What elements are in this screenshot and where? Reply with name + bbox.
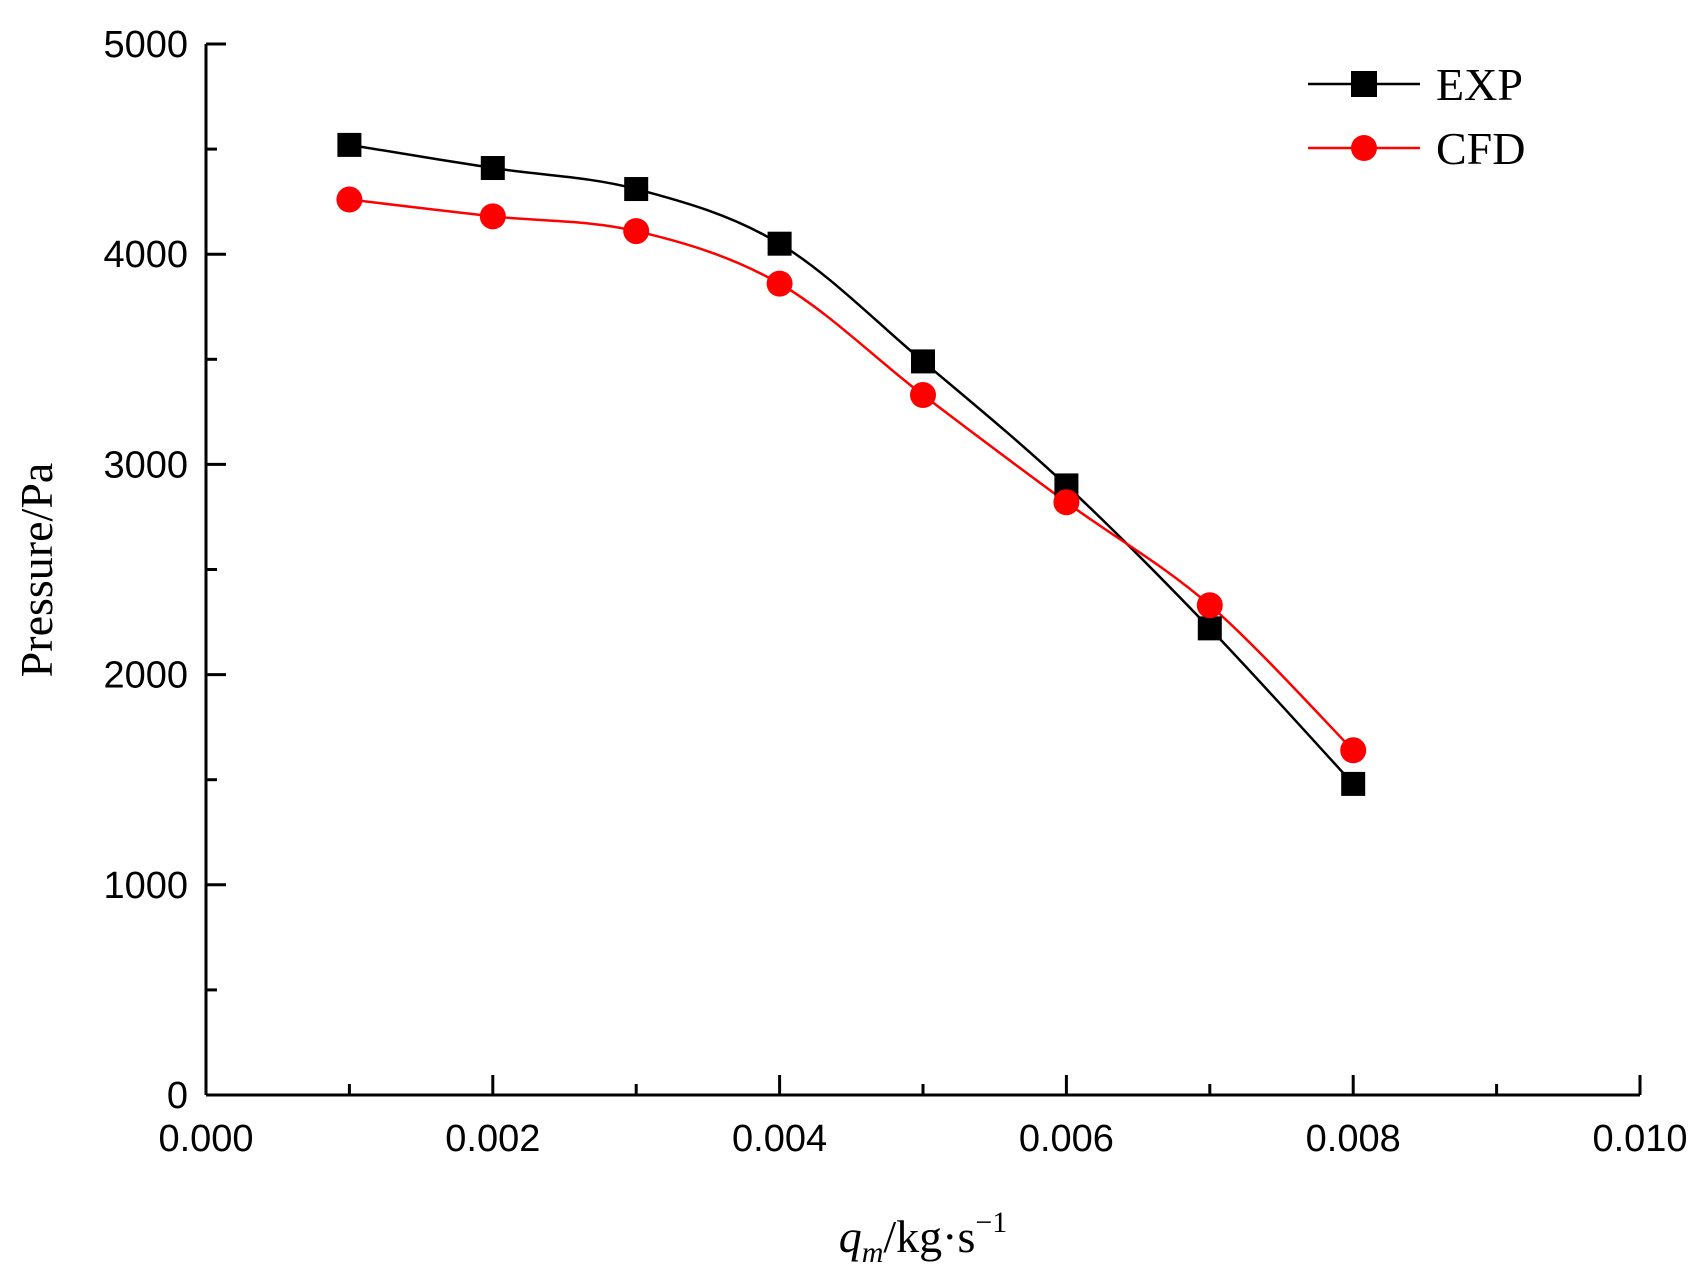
x-axis-title-var: q — [839, 1211, 862, 1262]
data-point-cfd — [766, 270, 793, 297]
legend: EXP CFD — [1308, 59, 1525, 174]
y-tick-label: 0 — [167, 1075, 188, 1117]
x-tick-label: 0.006 — [1019, 1118, 1114, 1160]
x-tick-label: 0.010 — [1592, 1118, 1687, 1160]
y-tick-label: 3000 — [103, 444, 188, 486]
data-point-exp — [767, 231, 792, 256]
data-point-exp — [1341, 771, 1366, 796]
data-point-cfd — [479, 203, 506, 230]
data-point-exp — [1197, 616, 1222, 641]
data-point-exp — [911, 349, 935, 374]
x-axis-title: qm/kg·s−1 — [839, 1206, 1008, 1269]
data-point-exp — [624, 177, 649, 202]
data-point-cfd — [910, 382, 936, 409]
data-point-cfd — [1053, 489, 1080, 516]
x-tick-label: 0.002 — [445, 1118, 540, 1160]
data-point-exp — [480, 156, 505, 181]
x-tick-label: 0.000 — [158, 1118, 253, 1160]
legend-entry-exp: EXP — [1308, 59, 1523, 110]
series-markers — [336, 132, 1367, 796]
legend-exp-label: EXP — [1436, 59, 1523, 110]
legend-exp-marker — [1351, 71, 1377, 97]
data-point-cfd — [336, 186, 363, 213]
y-tick-label: 4000 — [103, 234, 188, 276]
x-tick-label: 0.008 — [1306, 1118, 1401, 1160]
legend-cfd-label: CFD — [1436, 123, 1525, 174]
data-point-cfd — [1196, 592, 1223, 619]
x-axis-title-unit: /kg·s — [883, 1211, 975, 1262]
ticks — [204, 42, 1642, 1097]
x-axis-title-sup: −1 — [975, 1206, 1007, 1239]
data-point-exp — [337, 132, 362, 157]
legend-entry-cfd: CFD — [1308, 123, 1525, 174]
y-axis-title: Pressure/Pa — [11, 463, 62, 678]
x-axis-title-sub: m — [862, 1236, 884, 1269]
y-tick-label: 1000 — [103, 865, 188, 907]
legend-cfd-marker — [1351, 135, 1377, 161]
y-tick-label: 5000 — [103, 24, 188, 66]
x-tick-label: 0.004 — [732, 1118, 827, 1160]
data-point-cfd — [623, 218, 650, 245]
tick-labels: 0.000 0.002 0.004 0.006 0.008 0.010 0 1000 2000 3… — [103, 24, 1687, 1160]
data-point-cfd — [1340, 737, 1367, 764]
y-tick-label: 2000 — [103, 655, 188, 697]
